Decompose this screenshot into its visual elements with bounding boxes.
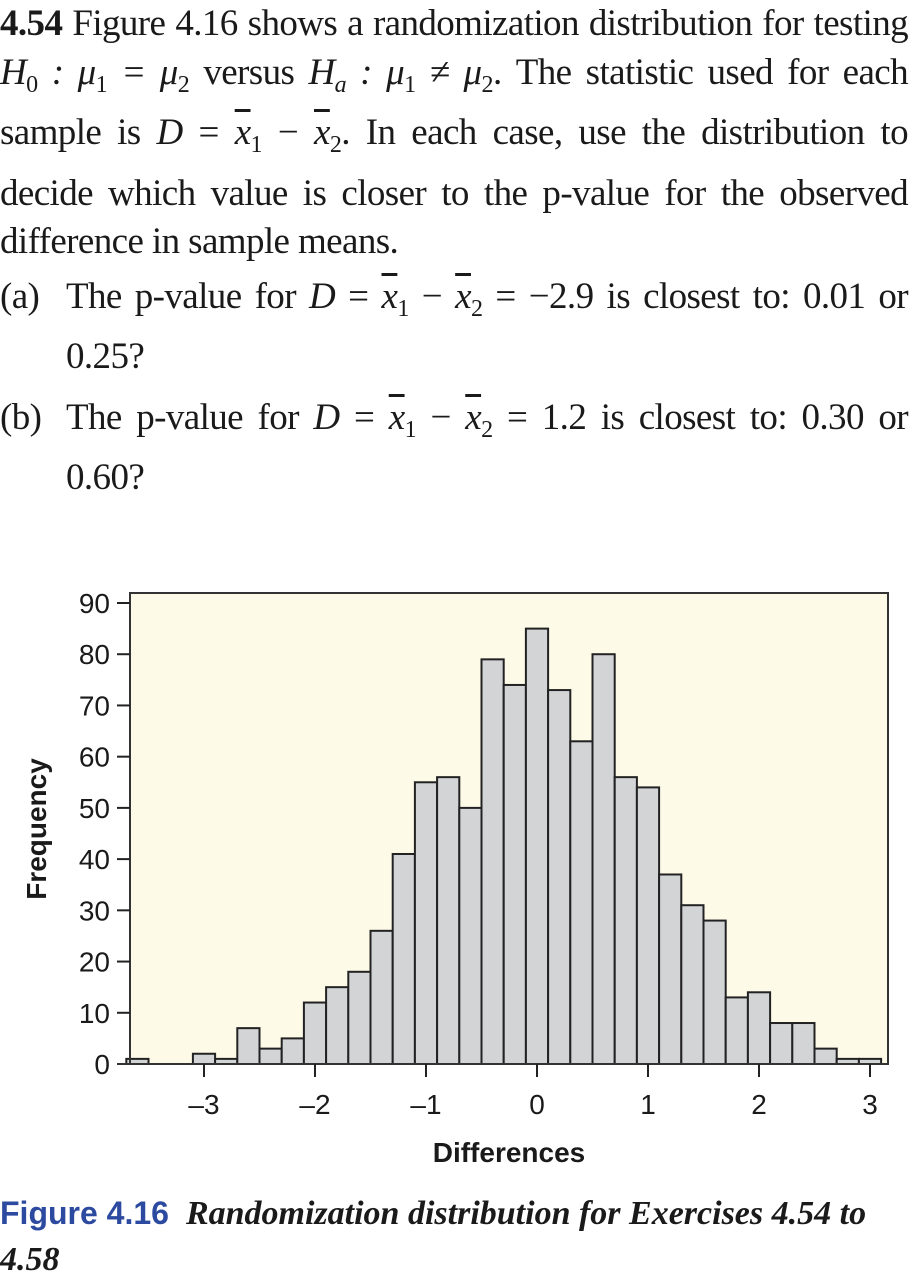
histogram-chart: 0 10 20 30 40 50 60 70 80 90 –3 –2 –1 0 1 2 3 Frequency… — [21, 588, 889, 1168]
histogram-bar — [524, 627, 550, 1065]
histogram-bar — [569, 740, 594, 1065]
exercise-prompt: 4.54 Figure 4.16 shows a randomization d… — [0, 3, 909, 262]
y-tick-label: 70 — [79, 690, 110, 721]
exercise-text: 4.54 Figure 4.16 shows a randomization d… — [0, 0, 909, 503]
part-b: (b) The p-value for D = x1 − x2 = 1.2 is… — [0, 396, 909, 499]
histogram-bar — [502, 683, 527, 1065]
histogram-bar — [769, 1022, 794, 1065]
histogram-bar — [547, 689, 572, 1065]
y-tick-label: 40 — [79, 844, 110, 875]
figure-caption: Figure 4.16 Randomization distribution f… — [0, 1190, 900, 1283]
histogram-bar — [680, 904, 705, 1066]
x-tick-label: 3 — [862, 1089, 878, 1120]
x-tick-label: 1 — [640, 1089, 656, 1120]
histogram-bar — [436, 776, 461, 1066]
y-tick-label: 10 — [79, 998, 110, 1029]
part-a: (a) The p-value for D = x1 − x2 = −2.9 i… — [0, 275, 909, 378]
histogram-bar — [325, 986, 350, 1066]
y-axis-label: Frequency — [21, 758, 52, 900]
histogram-bar — [302, 1001, 328, 1065]
x-axis: –3 –2 –1 0 1 2 3 — [117, 1063, 888, 1120]
histogram-bar — [746, 991, 772, 1065]
y-tick-label: 0 — [94, 1049, 110, 1080]
histogram-bar — [791, 1022, 816, 1065]
histogram-bar — [813, 1047, 838, 1065]
histogram-bar — [391, 852, 416, 1065]
y-tick-label: 80 — [79, 639, 110, 670]
y-tick-label: 60 — [79, 742, 110, 773]
histogram-bar — [347, 970, 372, 1065]
histogram-bar — [191, 1052, 217, 1066]
x-tick-label: –3 — [188, 1089, 219, 1120]
histogram-bar — [635, 786, 661, 1066]
y-axis: 0 10 20 30 40 50 60 70 80 90 — [79, 588, 131, 1080]
caption-text: Randomization distribution for Exercises… — [0, 1195, 867, 1278]
exercise-number: 4.54 — [0, 3, 63, 44]
histogram-bar — [458, 806, 483, 1066]
x-tick-label: –2 — [299, 1089, 330, 1120]
histogram-bar — [591, 653, 616, 1065]
histogram-bar — [369, 929, 394, 1065]
histogram-bar — [258, 1047, 283, 1065]
x-axis-label: Differences — [433, 1137, 586, 1168]
histogram-bar — [613, 776, 638, 1066]
y-tick-label: 50 — [79, 793, 110, 824]
x-tick-label: –1 — [410, 1089, 441, 1120]
caption-figure-number: Figure 4.16 — [0, 1195, 169, 1231]
x-tick-label: 0 — [529, 1089, 545, 1120]
histogram-bar — [724, 996, 749, 1066]
histogram-bar — [280, 1037, 305, 1066]
y-tick-label: 90 — [79, 588, 110, 619]
histogram-bar — [236, 1027, 261, 1065]
histogram-bar — [413, 781, 439, 1065]
y-tick-label: 30 — [79, 895, 110, 926]
x-tick-label: 2 — [751, 1089, 767, 1120]
y-tick-label: 20 — [79, 947, 110, 978]
histogram-bar — [658, 873, 683, 1065]
histogram-bar — [480, 658, 505, 1065]
histogram-bar — [702, 919, 727, 1065]
